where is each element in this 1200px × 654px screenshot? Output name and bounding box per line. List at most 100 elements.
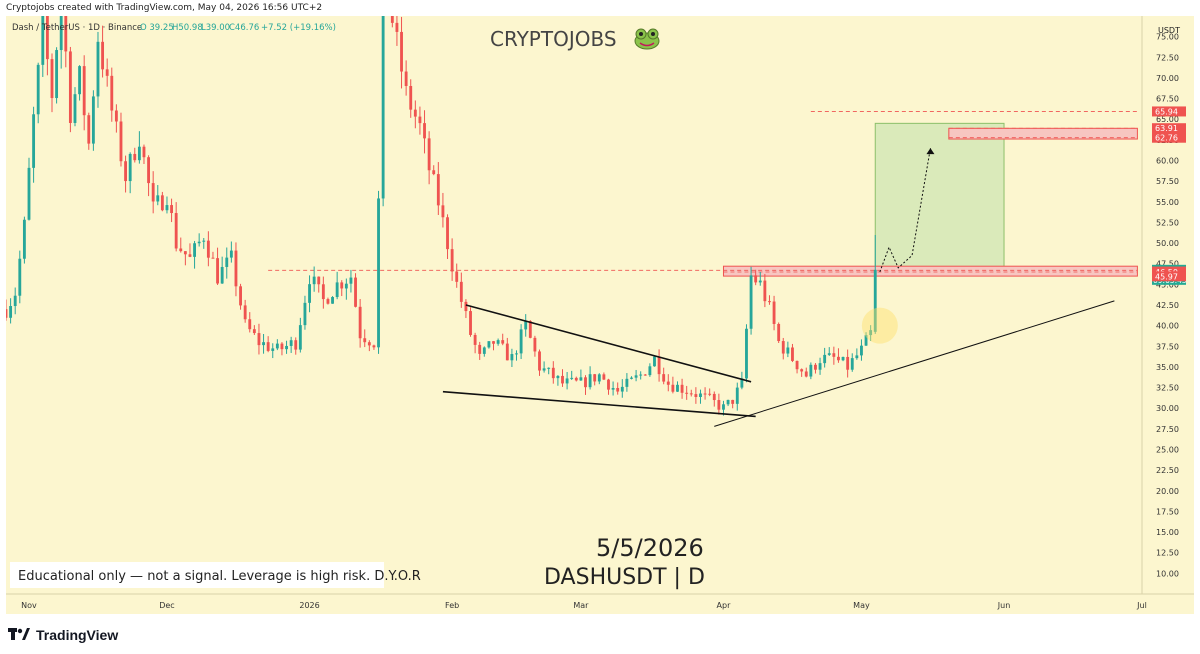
candle-body [225, 257, 229, 267]
candle-body [202, 240, 206, 242]
candle-body [708, 393, 712, 395]
price-chart[interactable]: 75.0072.5070.0067.5065.0062.5060.0057.50… [4, 0, 1194, 614]
chart-area[interactable]: 75.0072.5070.0067.5065.0062.5060.0057.50… [4, 0, 1194, 614]
candle-body [409, 85, 413, 110]
candle-body [298, 325, 302, 350]
candle-body [758, 280, 762, 283]
candle-body [735, 387, 739, 404]
candle-body [809, 364, 813, 377]
price-axis[interactable]: 75.0072.5070.0067.5065.0062.5060.0057.50… [1141, 16, 1187, 594]
price-tick-label: 42.50 [1156, 301, 1179, 310]
candle-body [308, 284, 311, 303]
tradingview-wordmark: TradingView [36, 627, 119, 643]
candle-body [142, 146, 146, 158]
time-tick-label: Feb [445, 601, 459, 610]
candle-body [91, 96, 95, 144]
candle-body [873, 269, 877, 332]
candle-body [717, 400, 721, 410]
price-tick-label: 47.50 [1156, 260, 1179, 269]
candle-body [671, 384, 675, 392]
resistance-zone [722, 265, 1138, 277]
candle-body [754, 275, 758, 283]
candle-body [510, 354, 514, 361]
price-tick-label: 65.00 [1156, 115, 1179, 124]
candle-body [791, 347, 794, 361]
candle-body [478, 344, 482, 354]
legend-low: L39.00 [201, 23, 230, 33]
candle-body [814, 364, 817, 370]
candle-body [524, 321, 528, 330]
candle-body [436, 174, 440, 206]
candle-body [137, 146, 141, 161]
candle-body [846, 356, 850, 370]
candle-body [676, 384, 679, 392]
candle-body [271, 348, 275, 351]
candle-body [455, 271, 459, 282]
candle-body [404, 71, 408, 86]
candle-body [657, 356, 661, 375]
tradingview-branding[interactable]: TradingView [8, 624, 118, 646]
candle-body [303, 302, 307, 326]
candle-body [731, 399, 735, 404]
candle-body [377, 198, 380, 348]
legend-change: +7.52 (+19.16%) [261, 23, 336, 33]
candle-body [694, 394, 698, 397]
candle-body [450, 249, 454, 272]
candle-body [722, 404, 725, 410]
candle-body [27, 167, 31, 220]
time-tick-label: Jul [1136, 601, 1147, 610]
candle-body [565, 378, 569, 384]
projection-path [879, 148, 931, 273]
candle-body [570, 377, 574, 379]
chart-background [6, 16, 1194, 614]
legend-high: H50.98 [172, 23, 203, 33]
candle-body [561, 375, 564, 384]
annotation-zones [268, 111, 1138, 277]
candle-body [183, 251, 187, 255]
price-tick-label: 30.00 [1156, 404, 1179, 413]
price-tick-label: 75.00 [1156, 33, 1179, 42]
price-tick-label: 15.00 [1156, 528, 1179, 537]
candle-body [432, 170, 436, 175]
candle-body [390, 1, 394, 23]
candle-body [257, 333, 261, 346]
price-tick-label: 25.00 [1156, 446, 1179, 455]
candle-body [538, 351, 541, 371]
candle-body [869, 330, 873, 336]
price-label-badge [1152, 123, 1186, 134]
candle-body [745, 328, 748, 379]
candle-body [418, 116, 422, 124]
price-tick-label: 37.50 [1156, 342, 1179, 351]
candle-body [354, 277, 357, 307]
candle-body [87, 115, 91, 144]
candle-body [160, 195, 164, 211]
candle-body [662, 374, 666, 382]
trendline [465, 304, 752, 383]
candle-body [827, 353, 831, 355]
candle-body [593, 374, 597, 382]
candle-body [289, 340, 293, 346]
time-axis[interactable]: Nov Dec 2026 Feb Mar Apr May Jun Jul [6, 593, 1194, 614]
candle-body [22, 219, 26, 259]
candle-body [818, 363, 822, 370]
candle-body [459, 281, 463, 302]
candle-body [413, 109, 417, 117]
candle-body [193, 243, 196, 257]
candle-body [864, 335, 868, 346]
trendline [714, 300, 1115, 427]
candle-body [55, 50, 59, 99]
candle-body [188, 254, 192, 257]
price-tick-label: 20.00 [1156, 487, 1179, 496]
candle-body [211, 257, 215, 259]
candle-body [841, 356, 845, 361]
candle-body [216, 258, 219, 284]
candle-body [763, 280, 767, 302]
candle-body [427, 138, 431, 171]
candle-body [473, 334, 477, 345]
candle-body [381, 12, 385, 199]
price-tick-label: 50.00 [1156, 239, 1179, 248]
candle-body [317, 276, 321, 285]
legend-close: C46.76 [229, 23, 259, 33]
candle-body [321, 284, 325, 300]
candle-body [18, 258, 22, 296]
